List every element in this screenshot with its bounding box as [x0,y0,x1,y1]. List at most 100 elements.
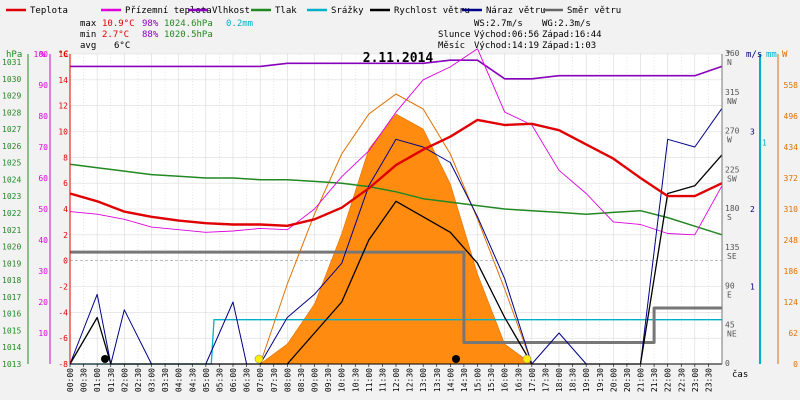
unit-w: W [782,50,788,60]
wind-tick-label: 2 [750,205,755,214]
time-tick-label: 19:00 [582,368,591,392]
temp-tick-label: 4 [63,205,68,214]
humidity-tick-label: 80 [38,112,48,121]
dir-tick-label: 0 [725,359,730,368]
pressure-tick-label: 1016 [2,310,21,319]
time-tick-label: 22:30 [677,368,686,392]
temp-tick-label: 14 [58,76,68,85]
legend-label: Srážky [331,6,364,16]
legend-label: Směr větru [567,6,621,16]
time-tick-label: 16:00 [501,368,510,392]
dir-compass-label: SW [727,174,737,183]
time-tick-label: 09:30 [324,368,333,392]
time-tick-label: 20:00 [609,368,618,392]
stat-moon-rise: Východ:14:19 [474,41,539,51]
time-tick-label: 10:30 [351,368,360,392]
dir-compass-label: S [727,213,732,222]
temp-tick-label: 6 [63,179,68,188]
solar-tick-label: 496 [784,112,799,121]
solar-tick-label: 434 [784,143,799,152]
time-tick-label: 02:30 [134,368,143,392]
stat-sun-label: Slunce [438,30,471,40]
time-tick-label: 06:00 [229,368,238,392]
unit-temp: °C [58,50,69,60]
stat-max-label: max [80,19,97,29]
unit-pct: % [40,50,46,60]
stat-max-rain: 0.2mm [226,19,253,29]
temp-tick-label: -6 [58,334,68,343]
stat-min-temp: 2.7°C [102,30,129,40]
pressure-tick-label: 1019 [2,259,21,268]
humidity-tick-label: 50 [38,205,48,214]
time-tick-label: 10:00 [338,368,347,392]
pressure-tick-label: 1028 [2,108,21,117]
time-tick-label: 19:30 [596,368,605,392]
series-line-vlhkost [70,59,723,80]
solar-tick-label: 248 [784,236,799,245]
time-tick-label: 04:30 [188,368,197,392]
time-tick-label: 07:30 [270,368,279,392]
stat-ws: WS:2.7m/s [474,19,523,29]
pressure-tick-label: 1022 [2,209,21,218]
stat-avg-label: avg [80,41,96,51]
unit-mm: mm [766,50,777,60]
temp-tick-label: -8 [58,360,68,369]
pressure-tick-label: 1025 [2,159,21,168]
solar-tick-label: 310 [784,205,799,214]
stat-sun-rise: Východ:06:56 [474,30,539,40]
time-tick-label: 05:00 [202,368,211,392]
dir-tick-label: 315 [725,88,740,97]
time-tick-label: 06:30 [243,368,252,392]
dir-tick-label: 90 [725,282,735,291]
time-tick-label: 18:00 [555,368,564,392]
temp-tick-label: 8 [63,153,68,162]
markers [101,354,532,364]
pressure-tick-label: 1027 [2,125,21,134]
dir-compass-label: W [727,136,732,145]
humidity-tick-label: 20 [38,298,48,307]
solar-theory-line [259,93,533,365]
time-tick-label: 17:00 [528,368,537,392]
time-tick-label: 15:30 [487,368,496,392]
dir-tick-label: 270 [725,127,740,136]
solar-tick-label: 62 [788,329,798,338]
dir-compass-label: NW [727,97,737,106]
humidity-tick-label: 90 [38,81,48,90]
time-tick-label: 16:30 [514,368,523,392]
series-line-tlak [69,163,723,236]
time-tick-label: 18:30 [569,368,578,392]
legend-label: Rychlost větru [394,6,470,16]
time-tick-label: 03:00 [148,368,157,392]
dir-tick-label: 360 [725,49,740,58]
time-tick-label: 17:30 [541,368,550,392]
humidity-tick-label: 60 [38,174,48,183]
stat-max-press: 1024.6hPa [164,19,213,29]
pressure-tick-label: 1026 [2,142,21,151]
temp-tick-label: 0 [63,257,68,266]
wind-tick-label: 1 [750,283,755,292]
time-tick-label: 23:30 [704,368,713,392]
pressure-tick-label: 1031 [2,58,21,67]
time-tick-label: 09:00 [311,368,320,392]
dir-compass-label: SE [727,252,737,261]
legend-label: Náraz větru [486,6,546,16]
time-tick-label: 07:00 [256,368,265,392]
dir-compass-label: E [727,291,732,300]
series-line-sm-r-v-tru [70,250,722,344]
dir-compass-label: N [727,58,732,67]
moonrise-marker [452,355,460,363]
time-tick-label: 12:30 [406,368,415,392]
temp-tick-label: 12 [58,102,68,111]
time-tick-label: 02:00 [120,368,129,392]
pressure-tick-label: 1013 [2,360,21,369]
stat-avg-temp: 6°C [114,41,130,51]
legend-label: Vlhkost [212,6,250,16]
solar-tick-label: 0 [793,360,798,369]
pressure-tick-label: 1023 [2,192,21,201]
humidity-tick-label: 40 [38,236,48,245]
time-tick-label: 20:30 [623,368,632,392]
temp-tick-label: -2 [58,283,68,292]
humidity-tick-label: 10 [38,329,48,338]
